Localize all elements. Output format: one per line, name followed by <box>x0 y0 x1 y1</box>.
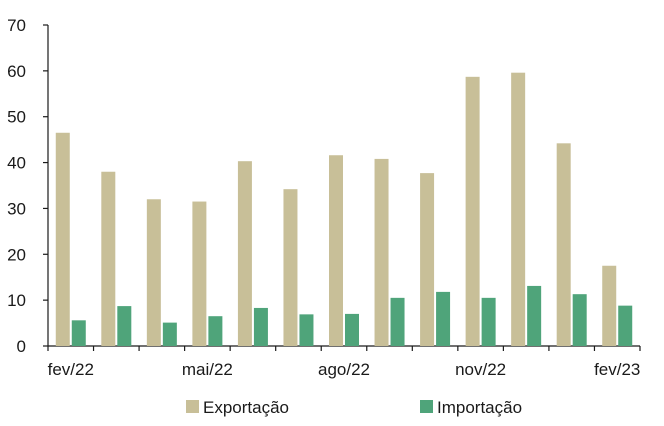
bar-exportacao <box>146 199 161 346</box>
x-tick-label: nov/22 <box>455 360 506 379</box>
x-tick-label: mai/22 <box>182 360 233 379</box>
x-tick-label: ago/22 <box>318 360 370 379</box>
bar-exportacao <box>374 158 389 346</box>
legend-label: Exportação <box>203 398 289 417</box>
x-axis: fev/22 mai/22 ago/22 nov/22 fev/23 <box>47 345 641 379</box>
bar-exportacao <box>101 171 116 346</box>
bar-importacao <box>481 297 496 346</box>
bar-importacao <box>390 297 405 346</box>
y-tick-label: 70 <box>7 16 26 35</box>
y-tick-label: 30 <box>7 199 26 218</box>
bar-importacao <box>436 291 451 346</box>
legend: Exportação Importação <box>186 398 522 417</box>
bar-exportacao <box>55 132 70 346</box>
series-importacao <box>71 285 633 346</box>
bar-exportacao <box>237 161 252 346</box>
bars <box>55 72 633 346</box>
legend-swatch <box>420 400 433 413</box>
y-tick-label: 60 <box>7 62 26 81</box>
bar-exportacao <box>465 76 480 346</box>
bar-importacao <box>618 305 633 346</box>
y-tick-label: 20 <box>7 245 26 264</box>
bar-exportacao <box>329 155 343 346</box>
bar-exportacao <box>420 173 435 346</box>
bar-importacao <box>253 307 268 346</box>
bar-importacao <box>527 285 542 346</box>
y-tick-label: 40 <box>7 154 26 173</box>
bar-importacao <box>345 313 359 346</box>
y-tick-label: 50 <box>7 108 26 127</box>
y-tick-label: 10 <box>7 291 26 310</box>
x-tick-label: fev/23 <box>594 360 640 379</box>
y-tick-label: 0 <box>17 337 26 356</box>
bar-exportacao <box>511 72 526 346</box>
bar-importacao <box>71 320 86 346</box>
legend-label: Importação <box>437 398 522 417</box>
series-exportacao <box>55 72 617 346</box>
y-axis: 0 10 20 30 40 50 60 70 <box>7 16 49 356</box>
bar-exportacao <box>556 143 571 346</box>
x-tick-label: fev/22 <box>48 360 94 379</box>
bar-exportacao <box>283 189 298 346</box>
bar-importacao <box>208 316 223 346</box>
bar-importacao <box>299 314 314 346</box>
bar-importacao <box>162 322 177 346</box>
bar-exportacao <box>602 265 617 346</box>
bar-exportacao <box>192 201 207 346</box>
bar-importacao <box>572 294 587 346</box>
bar-importacao <box>117 306 132 346</box>
legend-swatch <box>186 400 199 413</box>
